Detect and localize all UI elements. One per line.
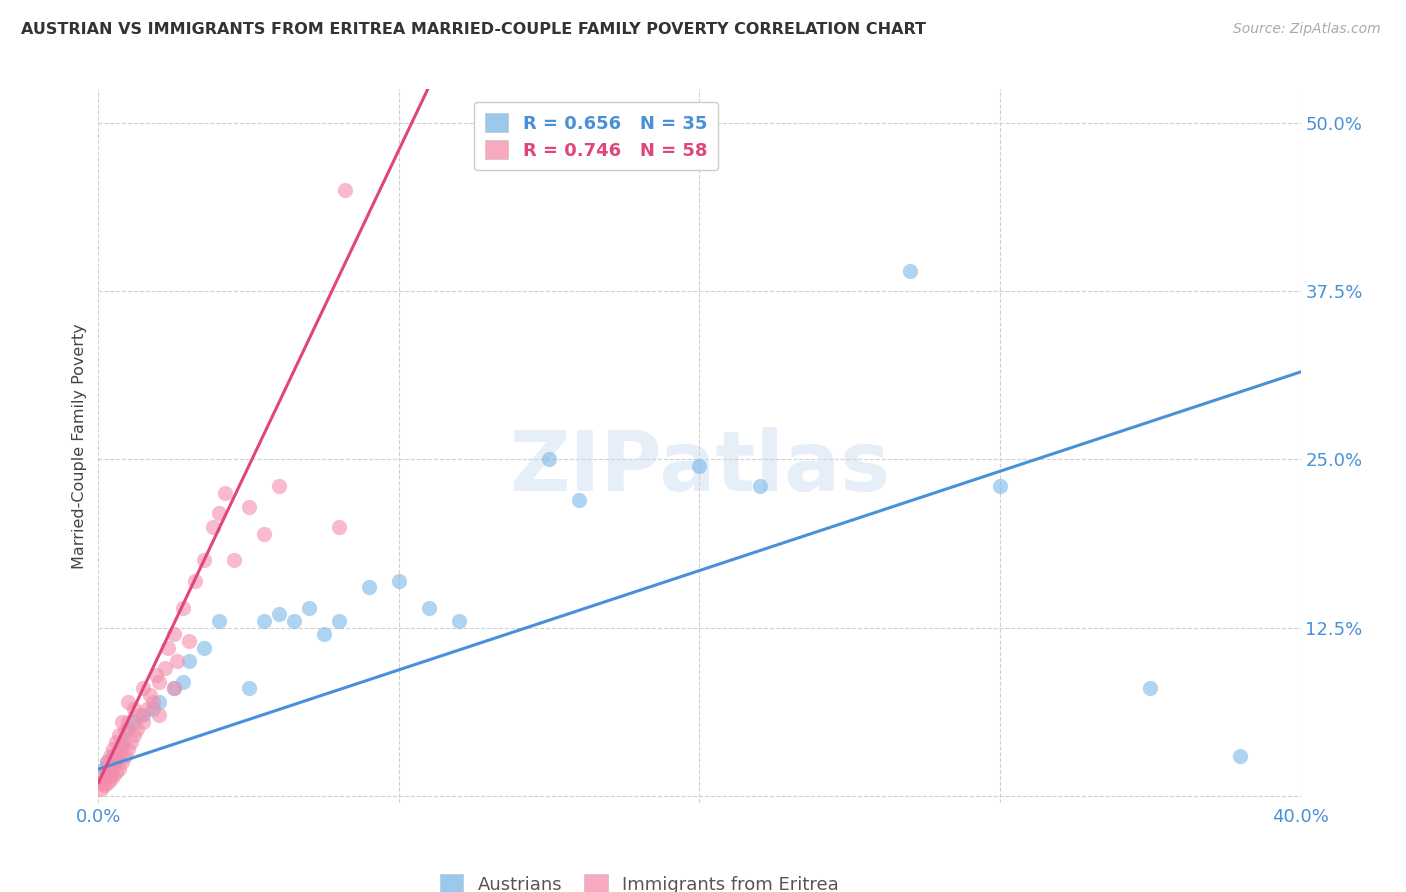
Point: [111, 756, 134, 770]
Point: [93, 778, 115, 792]
Point: [111, 735, 134, 749]
Point: [108, 746, 131, 760]
Y-axis label: Married-Couple Family Poverty: Married-Couple Family Poverty: [72, 323, 87, 569]
Point: [100, 762, 122, 776]
Point: [124, 714, 146, 729]
Point: [172, 674, 194, 689]
Point: [988, 479, 1011, 493]
Point: [105, 751, 128, 765]
Point: [127, 722, 149, 736]
Point: [145, 668, 167, 682]
Point: [222, 553, 245, 567]
Point: [105, 756, 128, 770]
Point: [418, 600, 440, 615]
Point: [103, 742, 125, 756]
Point: [100, 772, 122, 787]
Point: [1139, 681, 1161, 696]
Text: AUSTRIAN VS IMMIGRANTS FROM ERITREA MARRIED-COUPLE FAMILY POVERTY CORRELATION CH: AUSTRIAN VS IMMIGRANTS FROM ERITREA MARR…: [21, 22, 927, 37]
Point: [283, 614, 305, 628]
Point: [162, 627, 184, 641]
Point: [328, 520, 350, 534]
Point: [117, 695, 139, 709]
Point: [114, 748, 136, 763]
Point: [132, 681, 155, 696]
Point: [121, 735, 143, 749]
Point: [568, 492, 591, 507]
Point: [208, 506, 231, 520]
Point: [96, 775, 118, 789]
Point: [132, 714, 155, 729]
Point: [1229, 748, 1251, 763]
Point: [253, 526, 276, 541]
Point: [148, 674, 170, 689]
Point: [153, 661, 176, 675]
Point: [193, 640, 215, 655]
Point: [108, 729, 131, 743]
Point: [538, 452, 561, 467]
Point: [328, 614, 350, 628]
Point: [253, 614, 276, 628]
Point: [333, 183, 356, 197]
Point: [117, 742, 139, 756]
Point: [117, 714, 139, 729]
Point: [162, 681, 184, 696]
Point: [357, 580, 380, 594]
Point: [96, 764, 118, 779]
Point: [135, 701, 157, 715]
Point: [100, 769, 122, 783]
Point: [267, 479, 290, 493]
Point: [96, 756, 118, 770]
Point: [898, 264, 921, 278]
Point: [124, 729, 146, 743]
Point: [100, 748, 122, 763]
Point: [312, 627, 335, 641]
Point: [148, 708, 170, 723]
Point: [166, 655, 188, 669]
Point: [238, 681, 260, 696]
Point: [90, 775, 112, 789]
Point: [447, 614, 470, 628]
Point: [238, 500, 260, 514]
Point: [388, 574, 411, 588]
Point: [124, 701, 146, 715]
Point: [96, 756, 118, 770]
Point: [162, 681, 184, 696]
Point: [267, 607, 290, 622]
Point: [298, 600, 321, 615]
Point: [156, 640, 179, 655]
Point: [172, 600, 194, 615]
Point: [105, 735, 128, 749]
Point: [103, 769, 125, 783]
Point: [108, 762, 131, 776]
Point: [90, 782, 112, 797]
Point: [201, 520, 224, 534]
Point: [111, 738, 134, 752]
Point: [193, 553, 215, 567]
Text: ZIPatlas: ZIPatlas: [509, 427, 890, 508]
Point: [141, 701, 163, 715]
Point: [103, 748, 125, 763]
Point: [141, 695, 163, 709]
Point: [103, 759, 125, 773]
Point: [132, 708, 155, 723]
Point: [177, 634, 200, 648]
Point: [183, 574, 205, 588]
Point: [148, 695, 170, 709]
Point: [93, 762, 115, 776]
Point: [138, 688, 160, 702]
Point: [111, 714, 134, 729]
Point: [177, 655, 200, 669]
Point: [214, 486, 236, 500]
Point: [208, 614, 231, 628]
Point: [105, 764, 128, 779]
Point: [129, 708, 152, 723]
Legend: Austrians, Immigrants from Eritrea: Austrians, Immigrants from Eritrea: [430, 865, 848, 892]
Point: [688, 459, 710, 474]
Point: [117, 722, 139, 736]
Point: [114, 724, 136, 739]
Text: Source: ZipAtlas.com: Source: ZipAtlas.com: [1233, 22, 1381, 37]
Point: [748, 479, 770, 493]
Point: [93, 769, 115, 783]
